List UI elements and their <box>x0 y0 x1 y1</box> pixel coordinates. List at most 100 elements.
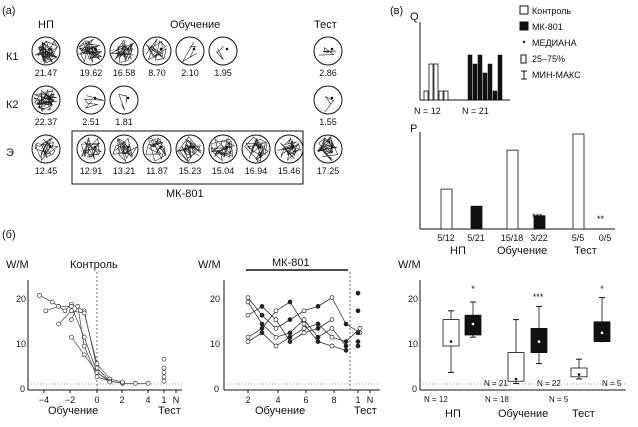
control-point-0-1 <box>49 299 55 305</box>
track-1-np <box>31 85 61 115</box>
p-tick-5: 0/5 <box>599 233 612 243</box>
value-1-training-1: 1.81 <box>115 117 133 127</box>
control-xtick-4: 4 <box>145 395 150 405</box>
control-test-point-1 <box>161 365 167 371</box>
control-ytick-10: 10 <box>16 339 26 349</box>
mk-point-3-2 <box>273 308 279 314</box>
box-ytick-0: 0 <box>412 384 417 394</box>
track-2-test <box>313 134 343 164</box>
mk-point-1-1 <box>259 321 265 327</box>
mk-point-3-4 <box>301 321 307 327</box>
box-iqr-2 <box>507 352 525 382</box>
control-ytick-20: 20 <box>16 294 26 304</box>
legend-iqr-swatch <box>520 54 527 64</box>
p-bar-4 <box>572 133 585 230</box>
control-point-0-9 <box>145 381 151 386</box>
track-0-training-4 <box>208 36 238 66</box>
mk-point-0-6 <box>329 295 335 300</box>
mk-point-3-3 <box>287 299 293 305</box>
mk-point-1-7 <box>343 343 349 349</box>
mk-ytick-10: 10 <box>210 339 220 349</box>
row-label-k1: К1 <box>6 51 19 63</box>
mk-point-3-6 <box>329 343 335 349</box>
panel-a-label: (а) <box>2 5 15 17</box>
mk-point-2-4 <box>301 330 307 336</box>
mk-xtick-0: 2 <box>245 395 250 405</box>
control-point-2-5 <box>120 379 125 385</box>
value-2-test: 17.25 <box>317 166 340 176</box>
track-1-training-0 <box>76 85 106 115</box>
mk-point-3-7 <box>343 348 349 353</box>
mk-point-2-2 <box>273 317 279 322</box>
mk-point-4-8 <box>357 326 363 331</box>
mk-point-2-5 <box>315 326 321 331</box>
legend-median-swatch <box>522 40 526 44</box>
value-0-training-3: 2.10 <box>181 68 199 78</box>
control-point-2-2 <box>81 310 87 316</box>
value-0-np: 21.47 <box>35 68 58 78</box>
mk-point-4-1 <box>259 330 265 336</box>
mk-point-1-4 <box>301 317 307 322</box>
value-0-training-2: 8.70 <box>148 68 166 78</box>
value-2-training-6: 15.46 <box>278 166 301 176</box>
box-group-training: Обучение <box>498 408 548 420</box>
control-test-point-3 <box>161 374 167 380</box>
track-0-np <box>31 36 61 66</box>
control-point-2-0 <box>56 321 61 327</box>
box-series: ***** <box>442 284 611 384</box>
box-ytick-20: 20 <box>408 294 418 304</box>
q-bar-control-1 <box>428 63 434 101</box>
legend-iqr: 25–75% <box>532 54 565 64</box>
box-median-0 <box>449 340 453 343</box>
panel-b-label: (б) <box>2 229 16 241</box>
box-ytick-10: 10 <box>408 339 418 349</box>
p-tick-4: 5/5 <box>572 233 585 243</box>
mk-test-point-4 <box>355 343 361 349</box>
panel-v-label: (в) <box>390 5 403 17</box>
mk-ytick-20: 20 <box>210 294 220 304</box>
control-xtick-0: −4 <box>39 395 49 405</box>
p-bar-1 <box>470 205 483 230</box>
legend-minmax-swatch <box>521 70 527 80</box>
q-bar-mk-5 <box>492 90 498 101</box>
track-2-np <box>31 134 61 164</box>
control-xtick-2: 0 <box>94 395 99 405</box>
value-2-training-3: 15.23 <box>179 166 202 176</box>
box-median-2 <box>514 377 518 381</box>
control-point-4-2 <box>94 370 100 375</box>
mk-point-0-0 <box>245 295 251 300</box>
control-ytick-0: 0 <box>20 384 25 394</box>
control-point-1-1 <box>56 304 61 309</box>
row-label-k2: К2 <box>6 99 19 111</box>
legend-median: МЕДИАНА <box>532 38 577 48</box>
control-point-0-8 <box>133 381 138 386</box>
control-point-0-0 <box>37 293 42 298</box>
legend-mk-swatch <box>519 21 529 31</box>
mk-point-0-2 <box>273 326 279 331</box>
box-median-4 <box>577 373 581 376</box>
mk-xtick-3: 8 <box>331 395 336 405</box>
mk-xtick-4: 1 <box>355 395 360 405</box>
track-2-training-3 <box>175 134 205 164</box>
mk-point-0-7 <box>343 321 349 327</box>
control-point-4-3 <box>107 379 113 385</box>
control-test-label: Тест <box>158 405 181 417</box>
track-0-training-2 <box>142 36 172 66</box>
box-sig-1: *** <box>533 292 544 302</box>
q-bar-mk-2 <box>477 54 483 101</box>
control-point-4-1 <box>81 352 87 358</box>
mk-point-1-2 <box>273 334 279 340</box>
legend-control-swatch <box>519 5 529 15</box>
value-2-training-4: 15.04 <box>212 166 235 176</box>
q-axis-label: Q <box>410 11 419 23</box>
mk-point-4-0 <box>245 339 251 344</box>
box-median-3 <box>537 340 541 343</box>
q-bar-control-2 <box>433 63 439 101</box>
control-xtick-3: 2 <box>119 395 124 405</box>
control-test-point-4 <box>161 378 167 384</box>
control-xtick-5: 1 <box>161 395 166 405</box>
mk-x-label: Обучение <box>255 405 305 417</box>
mk-xtick-5: N <box>367 395 374 405</box>
